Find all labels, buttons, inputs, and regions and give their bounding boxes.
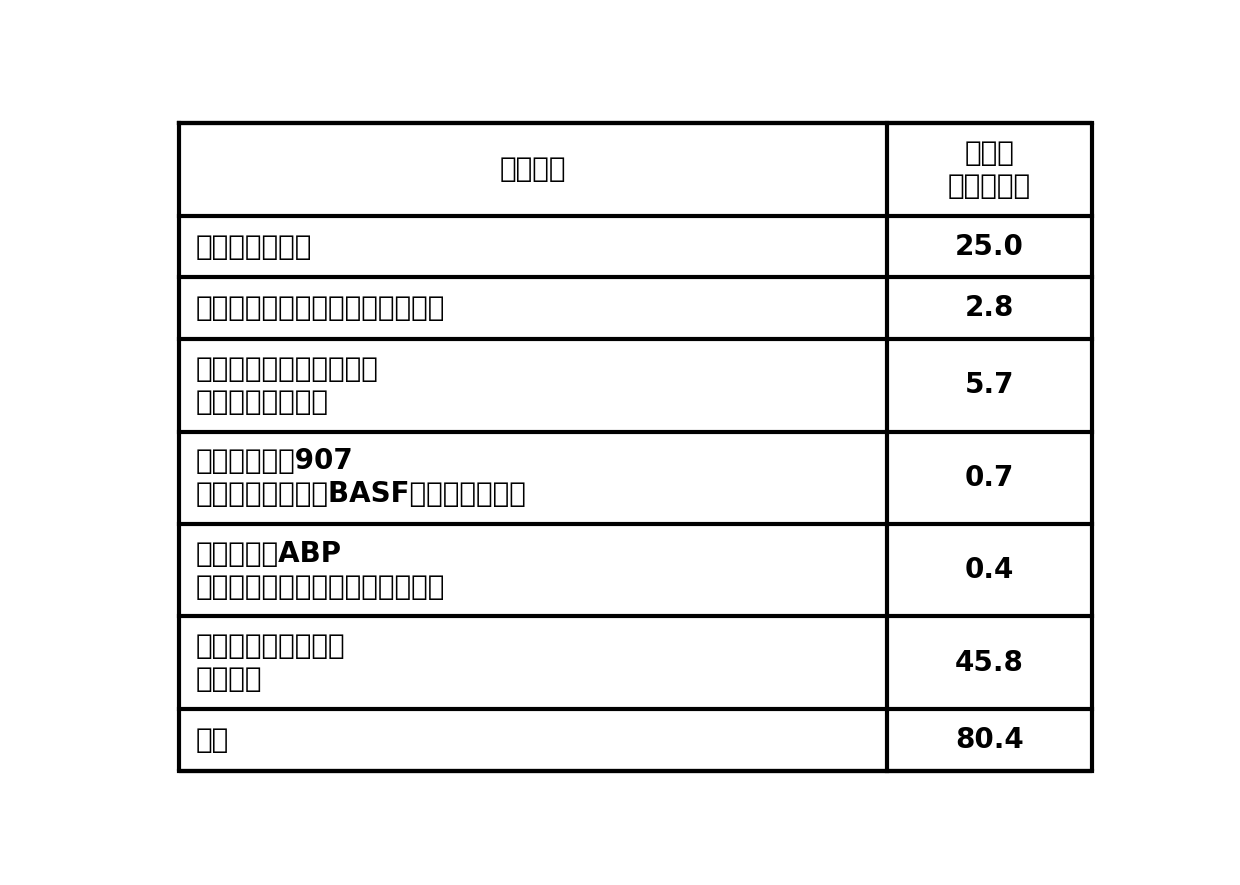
Text: （反应性稀释剂）: （反应性稀释剂） (196, 388, 329, 416)
Text: 5.7: 5.7 (965, 372, 1014, 399)
Text: 80.4: 80.4 (955, 726, 1024, 754)
Text: 三羟甲基丙烷三丙烯酸酯: 三羟甲基丙烷三丙烯酸酯 (196, 355, 378, 382)
Text: 固化性聚合物　（仅聚合物部分）: 固化性聚合物 （仅聚合物部分） (196, 294, 445, 322)
Text: 配合量: 配合量 (965, 139, 1014, 167)
Text: ハイキュアABP: ハイキュアABP (196, 540, 341, 567)
Text: 45.8: 45.8 (955, 649, 1024, 677)
Text: 2.8: 2.8 (965, 294, 1014, 322)
Text: 配合成分: 配合成分 (500, 156, 565, 183)
Text: 合计: 合计 (196, 726, 228, 754)
Text: 25.0: 25.0 (955, 233, 1024, 260)
Text: （光聚合引发剂、BASFジャパン社制）: （光聚合引发剂、BASFジャパン社制） (196, 481, 526, 508)
Text: （质量份）: （质量份） (947, 172, 1030, 200)
Text: 0.4: 0.4 (965, 557, 1014, 584)
Text: 0.7: 0.7 (965, 464, 1014, 492)
Text: （光聚合引发剂、川口药品社制）: （光聚合引发剂、川口药品社制） (196, 573, 445, 601)
Text: 丙二醇单甲醚乙酸酯: 丙二醇单甲醚乙酸酯 (196, 632, 345, 660)
Text: （溶剂）: （溶剂） (196, 666, 262, 693)
Text: イルガキュア907: イルガキュア907 (196, 447, 353, 475)
Text: 绿色颜料分散液: 绿色颜料分散液 (196, 233, 311, 260)
